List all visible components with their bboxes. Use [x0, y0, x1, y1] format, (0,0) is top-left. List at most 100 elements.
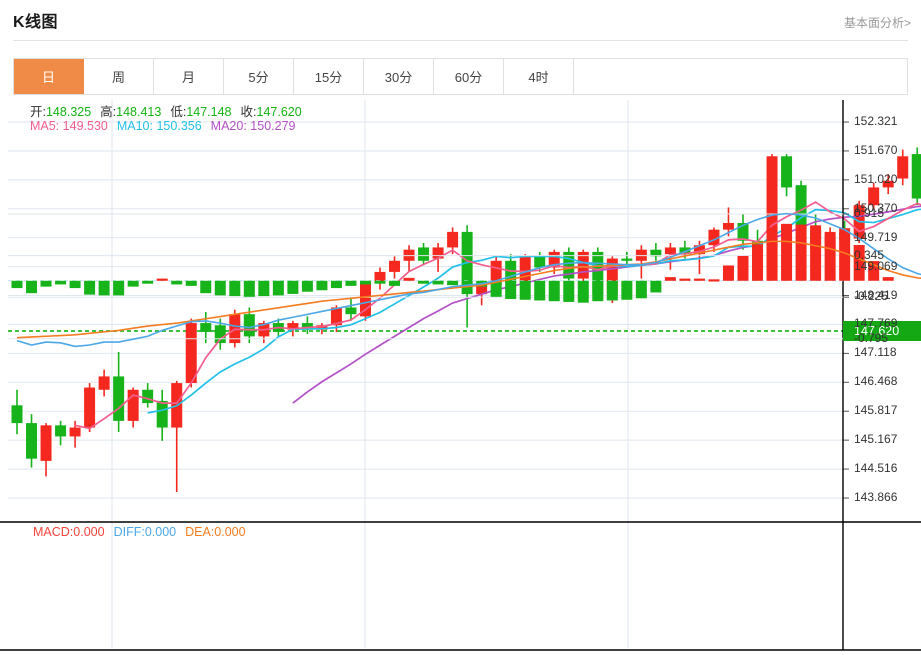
macd-histogram-bar	[374, 280, 386, 284]
macd-histogram-bar	[26, 280, 38, 294]
candle-body	[316, 325, 328, 330]
macd-histogram-bar	[882, 277, 894, 281]
macd-histogram-bar	[824, 236, 836, 281]
macd-histogram-bar	[229, 280, 241, 297]
macd-histogram-bar	[403, 277, 415, 281]
macd-value: 0.000	[73, 525, 105, 539]
macd-histogram-bar	[127, 280, 139, 287]
macd-histogram-bar	[621, 280, 633, 300]
candle-body	[621, 258, 633, 261]
macd-histogram-bar	[737, 255, 749, 281]
candle-body	[897, 156, 909, 179]
macd-histogram-bar	[563, 280, 575, 302]
candle-body	[40, 425, 52, 461]
macd-histogram-bar	[795, 224, 807, 281]
tab-label: 月	[181, 70, 195, 85]
price-axis-label: 143.866	[854, 489, 898, 504]
tab-3[interactable]: 5分	[224, 59, 294, 94]
ma20-value: 150.279	[250, 119, 296, 133]
diff-label: DIFF:	[113, 525, 145, 539]
candle-body	[693, 245, 705, 255]
ma5-label: MA5:	[30, 119, 60, 133]
ma20-label: MA20:	[210, 119, 247, 133]
candle-body	[664, 247, 676, 255]
macd-axis-label: -0.225	[854, 289, 889, 304]
kline-chart-svg[interactable]	[0, 100, 921, 655]
candle-body	[142, 389, 154, 404]
candle-body	[84, 387, 96, 428]
high-value: 148.413	[116, 105, 162, 119]
candle-body	[447, 231, 459, 248]
candle-body	[519, 256, 531, 284]
candle-body	[563, 251, 575, 279]
ma10-label: MA10:	[116, 119, 153, 133]
dea-line	[16, 240, 921, 339]
macd-histogram-bar	[345, 280, 357, 286]
macd-histogram-bar	[534, 280, 546, 301]
macd-histogram-bar	[171, 280, 183, 285]
candle-body	[69, 427, 81, 437]
macd-histogram-bar	[548, 280, 560, 302]
tab-2[interactable]: 月	[154, 59, 224, 94]
page-header: K线图 基本面分析>	[0, 0, 921, 45]
candle-body	[592, 251, 604, 295]
price-axis-label: 147.118	[854, 345, 897, 360]
price-axis-label: 149.069	[854, 258, 898, 273]
tab-6[interactable]: 60分	[434, 59, 504, 94]
price-axis-label: 146.468	[854, 374, 898, 389]
candle-body	[127, 389, 139, 421]
macd-histogram-bar	[606, 280, 618, 301]
candle-body	[214, 325, 226, 344]
candle-body	[55, 425, 67, 437]
macd-histogram-bar	[156, 278, 168, 281]
macd-histogram-bar	[330, 280, 342, 289]
macd-histogram-bar	[55, 280, 67, 285]
price-axis-label: 151.020	[854, 171, 898, 186]
tabbar-filler	[574, 59, 907, 94]
tab-active-0[interactable]: 日	[14, 59, 84, 94]
diff-line	[16, 212, 921, 348]
candle-body	[345, 307, 357, 315]
fundamental-analysis-link[interactable]: 基本面分析>	[843, 16, 911, 30]
macd-histogram-bar	[69, 280, 81, 289]
macd-histogram-bar	[301, 280, 313, 292]
tab-1[interactable]: 周	[84, 59, 154, 94]
price-axis-label: 150.370	[854, 200, 898, 215]
candle-body	[389, 260, 401, 272]
macd-histogram-bar	[272, 280, 284, 296]
tab-label: 15分	[314, 70, 343, 85]
low-label: 低:	[170, 105, 187, 119]
candle-body	[374, 271, 386, 284]
macd-histogram-bar	[461, 280, 473, 286]
candle-body	[606, 258, 618, 295]
macd-histogram-bar	[505, 280, 517, 300]
tab-label: 4时	[528, 70, 549, 85]
macd-histogram-bar	[40, 280, 52, 287]
macd-histogram-bar	[650, 280, 662, 293]
macd-histogram-bar	[389, 280, 401, 286]
tab-4[interactable]: 15分	[294, 59, 364, 94]
candle-body	[911, 154, 921, 199]
candle-body	[708, 229, 720, 246]
price-axis-label: 152.321	[854, 114, 898, 128]
candle-body	[156, 400, 168, 428]
current-price-tag: 147.620	[843, 321, 921, 342]
ma10-line	[147, 208, 921, 414]
ma5-line	[74, 201, 921, 430]
macd-histogram-bar	[490, 280, 502, 297]
chart-container[interactable]	[0, 100, 921, 655]
macd-axis-label: 0.915	[854, 206, 885, 220]
candle-body	[737, 222, 749, 241]
macd-histogram-bar	[316, 280, 328, 291]
tab-5[interactable]: 30分	[364, 59, 434, 94]
macd-histogram-bar	[664, 277, 676, 281]
ohlc-legend: 开:148.325 高:148.413 低:147.148 收:147.620	[30, 101, 302, 120]
tab-7[interactable]: 4时	[504, 59, 574, 94]
candle-body	[882, 180, 894, 188]
price-axis-label: 147.769	[854, 316, 898, 331]
price-axis-label: 145.167	[854, 432, 898, 447]
price-axis-label: 151.670	[854, 142, 898, 157]
macd-histogram-bar	[98, 280, 110, 296]
macd-histogram-bar	[214, 280, 226, 296]
candle-body	[301, 323, 313, 330]
